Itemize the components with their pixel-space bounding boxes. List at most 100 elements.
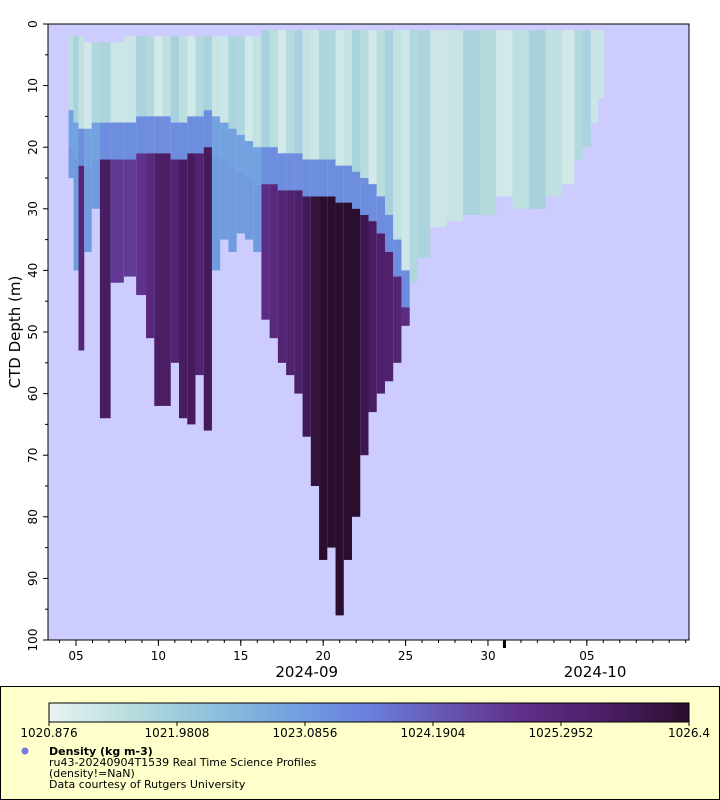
surface-layer-segment <box>179 36 188 123</box>
y-tick-label: 50 <box>26 324 40 339</box>
bottom-layer-segment <box>352 208 361 517</box>
profile-column <box>110 42 124 283</box>
profile-column <box>136 36 147 296</box>
colorbar-tick-label: 1020.876 <box>20 726 77 737</box>
thermocline-segment <box>170 122 180 160</box>
surface-layer-segment <box>73 36 79 123</box>
bottom-layer-segment <box>327 196 336 548</box>
surface-layer-segment <box>368 30 377 185</box>
profile-column <box>228 36 237 252</box>
surface-layer-segment <box>84 42 92 129</box>
legend-panel: 1020.876 1021.9808 1023.0856 1024.1904 1025.… <box>0 686 720 800</box>
profile-column <box>384 30 394 382</box>
thermocline-segment <box>203 110 212 148</box>
profile-column <box>401 30 410 326</box>
thermocline-segment <box>195 116 204 154</box>
profile-column <box>463 30 480 215</box>
bottom-layer-segment <box>269 184 278 339</box>
profile-column <box>179 36 188 419</box>
thermocline-segment <box>68 110 74 148</box>
profile-column <box>236 36 245 234</box>
density-data-layer <box>68 30 605 616</box>
thermocline-segment <box>136 116 147 154</box>
thermocline-segment <box>286 153 295 191</box>
bottom-layer-segment <box>393 276 402 363</box>
y-axis: 0 10 20 30 40 50 60 70 80 90 100 <box>26 20 48 651</box>
thermocline-segment <box>162 116 171 154</box>
thermocline-segment <box>99 122 111 160</box>
surface-layer-segment <box>261 30 270 148</box>
thermocline-segment <box>393 239 402 277</box>
surface-layer-segment <box>343 30 353 166</box>
bottom-layer-segment <box>211 153 221 271</box>
bottom-layer-segment <box>319 196 328 560</box>
surface-layer-segment <box>302 30 311 160</box>
profile-column <box>203 36 212 431</box>
y-tick-label: 80 <box>26 509 40 524</box>
x-tick-label: 05 <box>68 649 83 663</box>
legend-credit: Data courtesy of Rutgers University <box>49 778 246 791</box>
surface-layer-segment <box>335 30 344 166</box>
profile-column <box>162 36 171 406</box>
bottom-layer-segment <box>170 159 180 363</box>
bottom-layer-segment <box>236 171 245 234</box>
thermocline-segment <box>228 128 237 166</box>
surface-layer-segment <box>78 36 85 129</box>
thermocline-segment <box>401 270 410 308</box>
surface-layer-segment <box>376 30 385 197</box>
surface-layer-segment <box>220 36 229 123</box>
x-month-label: 2024-10 <box>564 663 627 681</box>
profile-column <box>170 36 180 363</box>
thermocline-segment <box>253 147 262 185</box>
profile-column <box>343 30 353 560</box>
bottom-layer-segment <box>73 159 79 271</box>
thermocline-segment <box>146 116 155 154</box>
surface-layer-segment <box>463 30 480 215</box>
surface-layer-segment <box>479 30 497 215</box>
thermocline-segment <box>110 122 124 160</box>
thermocline-segment <box>84 128 92 166</box>
thermocline-segment <box>327 159 336 197</box>
profile-column <box>409 30 418 283</box>
surface-layer-segment <box>310 30 320 160</box>
bottom-layer-segment <box>244 178 254 240</box>
bottom-layer-segment <box>310 196 320 487</box>
profile-column <box>430 30 447 228</box>
thermocline-segment <box>73 122 79 160</box>
surface-layer-segment <box>417 30 431 259</box>
profile-column <box>512 30 530 209</box>
profile-column <box>302 30 311 437</box>
surface-layer-segment <box>253 36 262 148</box>
bottom-layer-segment <box>294 190 303 394</box>
colorbar-tick-label: 1025.2952 <box>529 726 594 737</box>
surface-layer-segment <box>269 30 278 148</box>
colorbar-tick-label: 1023.0856 <box>273 726 338 737</box>
surface-layer-segment <box>582 30 591 148</box>
bottom-layer-segment <box>136 153 147 296</box>
surface-layer-segment <box>360 30 369 178</box>
surface-layer-segment <box>211 36 221 117</box>
surface-layer-segment <box>384 30 394 215</box>
thermocline-segment <box>343 165 353 203</box>
surface-layer-segment <box>123 36 137 123</box>
surface-layer-segment <box>286 30 295 154</box>
surface-layer-segment <box>162 36 171 117</box>
x-month-label: 2024-09 <box>275 663 338 681</box>
x-tick-label: 30 <box>480 649 495 663</box>
surface-layer-segment <box>319 30 328 160</box>
thermocline-segment <box>352 171 361 209</box>
colorbar: 1020.876 1021.9808 1023.0856 1024.1904 1025.… <box>20 702 710 737</box>
y-tick-label: 30 <box>26 201 40 216</box>
surface-layer-segment <box>446 30 464 222</box>
surface-layer-segment <box>228 36 237 129</box>
profile-column <box>319 30 328 560</box>
y-tick-label: 60 <box>26 386 40 401</box>
thermocline-segment <box>244 141 254 178</box>
bottom-layer-segment <box>99 159 111 419</box>
bottom-layer-segment <box>78 165 85 351</box>
surface-layer-segment <box>68 36 74 111</box>
legend-variable: Density (kg m-3) <box>49 745 153 758</box>
surface-layer-segment <box>545 30 563 197</box>
y-tick-label: 70 <box>26 448 40 463</box>
